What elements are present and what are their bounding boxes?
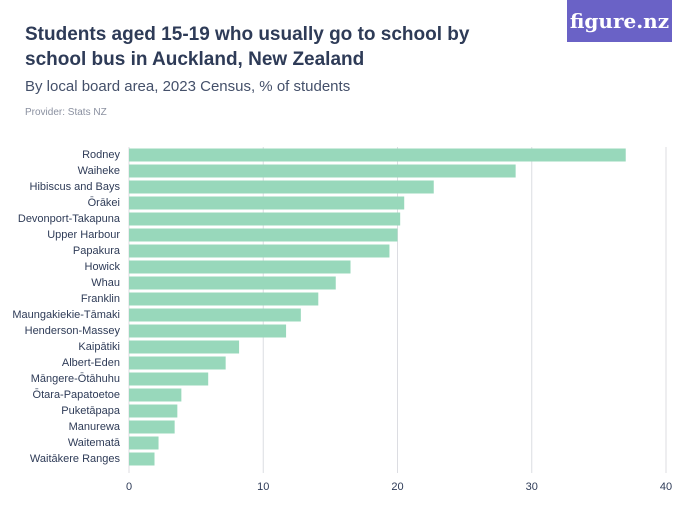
bar bbox=[129, 340, 240, 354]
x-tick-label: 0 bbox=[126, 481, 132, 493]
x-tick-label: 10 bbox=[257, 481, 269, 493]
y-tick-label: Waitematā bbox=[68, 437, 121, 449]
bar bbox=[129, 308, 301, 322]
chart-title: Students aged 15-19 who usually go to sc… bbox=[25, 24, 470, 70]
x-tick-label: 20 bbox=[391, 481, 403, 493]
bar bbox=[129, 420, 175, 434]
y-tick-label: Henderson-Massey bbox=[25, 325, 121, 337]
y-tick-label: Ōtara-Papatoetoe bbox=[33, 389, 120, 401]
y-tick-label: Upper Harbour bbox=[47, 229, 120, 241]
provider: Provider: Stats NZ bbox=[25, 107, 107, 118]
bar bbox=[129, 228, 398, 242]
chart-subtitle: By local board area, 2023 Census, % of s… bbox=[25, 78, 351, 95]
bar bbox=[129, 260, 351, 274]
bar bbox=[129, 164, 516, 178]
y-tick-label: Devonport-Takapuna bbox=[18, 213, 121, 225]
bar bbox=[129, 292, 319, 306]
bar bbox=[129, 212, 401, 226]
bar bbox=[129, 196, 405, 210]
bar bbox=[129, 148, 626, 162]
y-tick-label: Rodney bbox=[82, 149, 120, 161]
y-tick-label: Maungakiekie-Tāmaki bbox=[12, 309, 120, 321]
bar bbox=[129, 452, 155, 466]
x-tick-label: 40 bbox=[660, 481, 672, 493]
bar bbox=[129, 180, 434, 194]
y-tick-label: Papakura bbox=[73, 245, 121, 257]
bar bbox=[129, 404, 178, 418]
y-tick-label: Hibiscus and Bays bbox=[30, 181, 121, 193]
y-tick-label: Manurewa bbox=[69, 421, 121, 433]
y-tick-label: Puketāpapa bbox=[61, 405, 121, 417]
bar bbox=[129, 244, 390, 258]
y-tick-label: Waitākere Ranges bbox=[30, 453, 121, 465]
y-tick-label: Ōrākei bbox=[88, 197, 120, 209]
y-tick-label: Albert-Eden bbox=[62, 357, 120, 369]
bar bbox=[129, 276, 336, 290]
bar bbox=[129, 436, 159, 450]
y-tick-label: Franklin bbox=[81, 293, 120, 305]
y-tick-label: Kaipātiki bbox=[78, 341, 120, 353]
y-tick-label: Waiheke bbox=[78, 165, 120, 177]
bar bbox=[129, 324, 287, 338]
logo[interactable]: figure.nz bbox=[567, 0, 672, 42]
bar bbox=[129, 372, 209, 386]
y-tick-label: Howick bbox=[85, 261, 121, 273]
x-tick-label: 30 bbox=[526, 481, 538, 493]
y-tick-label: Māngere-Ōtāhuhu bbox=[31, 373, 120, 385]
bar bbox=[129, 356, 226, 370]
bar bbox=[129, 388, 182, 402]
y-tick-label: Whau bbox=[91, 277, 120, 289]
